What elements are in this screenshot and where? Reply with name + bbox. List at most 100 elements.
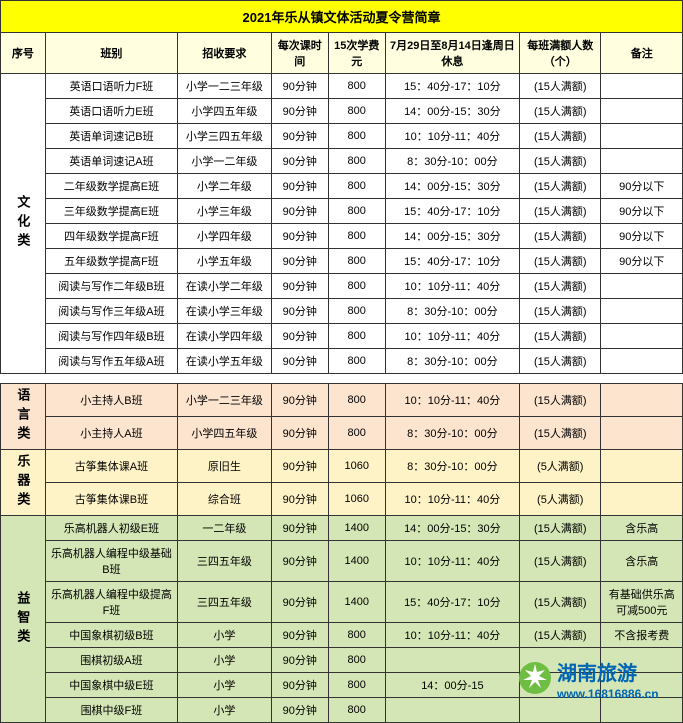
table-row: 英语单词速记B班小学三四五年级90分钟80010：10分-11：40分(15人满…: [1, 124, 683, 149]
cell-req: 小学一二三年级: [178, 74, 272, 99]
cell-fee: 800: [328, 199, 385, 224]
cell-dur: 90分钟: [271, 224, 328, 249]
cell-time: 10：10分-11：40分: [385, 324, 519, 349]
table-row: 五年级数学提高F班小学五年级90分钟80015：40分-17：10分(15人满额…: [1, 249, 683, 274]
cell-req: 一二年级: [178, 516, 272, 541]
cell-note: 90分以下: [601, 224, 683, 249]
cell-dur: 90分钟: [271, 582, 328, 623]
cell-dur: 90分钟: [271, 274, 328, 299]
cell-cap: (15人满额): [520, 417, 601, 450]
cell-time: 10：10分-11：40分: [385, 623, 519, 648]
table-row: 四年级数学提高F班小学四年级90分钟80014：00分-15：30分(15人满额…: [1, 224, 683, 249]
cell-fee: 800: [328, 349, 385, 374]
cell-cap: (15人满额): [520, 274, 601, 299]
cell-req: 小学一二三年级: [178, 384, 272, 417]
table-row: 乐高机器人编程中级提高F班三四五年级90分钟140015：40分-17：10分(…: [1, 582, 683, 623]
cell-fee: 800: [328, 249, 385, 274]
cell-time: 15：40分-17：10分: [385, 249, 519, 274]
table-row: 古筝集体课B班综合班90分钟106010：10分-11：40分(5人满额): [1, 483, 683, 516]
cell-class: 古筝集体课A班: [45, 450, 177, 483]
cell-time: 14：00分-15: [385, 673, 519, 698]
hdr-time: 7月29日至8月14日逢周日休息: [385, 33, 519, 74]
cell-note: 90分以下: [601, 199, 683, 224]
cell-class: 阅读与写作三年级A班: [45, 299, 177, 324]
cell-dur: 90分钟: [271, 673, 328, 698]
hdr-class: 班别: [45, 33, 177, 74]
cell-fee: 800: [328, 99, 385, 124]
cell-time: [385, 698, 519, 723]
cell-fee: 1060: [328, 450, 385, 483]
cell-cap: (15人满额): [520, 582, 601, 623]
cell-class: 小主持人B班: [45, 384, 177, 417]
cell-time: 10：10分-11：40分: [385, 541, 519, 582]
cell-dur: 90分钟: [271, 417, 328, 450]
cell-fee: 1400: [328, 516, 385, 541]
hdr-note: 备注: [601, 33, 683, 74]
cell-class: 英语单词速记A班: [45, 149, 177, 174]
cell-class: 阅读与写作五年级A班: [45, 349, 177, 374]
cell-class: 围棋初级A班: [45, 648, 177, 673]
category-cell: 文化类: [1, 74, 46, 374]
table-row: 英语口语听力E班小学四五年级90分钟80014：00分-15：30分(15人满额…: [1, 99, 683, 124]
cell-dur: 90分钟: [271, 74, 328, 99]
cell-fee: 800: [328, 274, 385, 299]
cell-note: 不含报考费: [601, 623, 683, 648]
cell-cap: (15人满额): [520, 199, 601, 224]
cell-req: 小学: [178, 673, 272, 698]
cell-class: 阅读与写作二年级B班: [45, 274, 177, 299]
cell-note: [601, 149, 683, 174]
cell-class: 英语口语听力F班: [45, 74, 177, 99]
cell-req: 小学: [178, 648, 272, 673]
cell-req: 在读小学四年级: [178, 324, 272, 349]
cell-note: 90分以下: [601, 249, 683, 274]
cell-note: [601, 324, 683, 349]
table-row: 乐器类古筝集体课A班原旧生90分钟10608：30分-10：00分(5人满额): [1, 450, 683, 483]
table-row: 小主持人A班小学四五年级90分钟8008：30分-10：00分(15人满额): [1, 417, 683, 450]
cell-fee: 800: [328, 224, 385, 249]
cell-cap: (15人满额): [520, 224, 601, 249]
cell-dur: 90分钟: [271, 199, 328, 224]
cell-time: 10：10分-11：40分: [385, 483, 519, 516]
cell-class: 四年级数学提高F班: [45, 224, 177, 249]
schedule-table: 2021年乐从镇文体活动夏令营简章 序号 班别 招收要求 每次课时间 15次学费…: [0, 0, 683, 723]
cell-note: [601, 384, 683, 417]
table-row: 乐高机器人编程中级基础B班三四五年级90分钟140010：10分-11：40分(…: [1, 541, 683, 582]
cell-fee: 800: [328, 124, 385, 149]
cell-class: 三年级数学提高E班: [45, 199, 177, 224]
cell-req: 小学三四五年级: [178, 124, 272, 149]
cell-dur: 90分钟: [271, 124, 328, 149]
cell-note: [601, 124, 683, 149]
cell-class: 乐高机器人编程中级基础B班: [45, 541, 177, 582]
page-title: 2021年乐从镇文体活动夏令营简章: [1, 1, 683, 33]
cell-dur: 90分钟: [271, 648, 328, 673]
cell-time: 8：30分-10：00分: [385, 450, 519, 483]
cell-req: 小学四五年级: [178, 417, 272, 450]
cell-cap: (15人满额): [520, 74, 601, 99]
site-logo: 湖南旅游 www.16816886.cn: [513, 650, 673, 713]
hdr-req: 招收要求: [178, 33, 272, 74]
cell-time: 8：30分-10：00分: [385, 299, 519, 324]
cell-note: [601, 450, 683, 483]
table-row: 阅读与写作四年级B班在读小学四年级90分钟80010：10分-11：40分(15…: [1, 324, 683, 349]
category-cell: 语言类: [1, 384, 46, 450]
cell-req: 小学二年级: [178, 174, 272, 199]
cell-note: [601, 99, 683, 124]
cell-note: [601, 483, 683, 516]
cell-req: 原旧生: [178, 450, 272, 483]
cell-time: [385, 648, 519, 673]
cell-fee: 1060: [328, 483, 385, 516]
cell-dur: 90分钟: [271, 450, 328, 483]
cell-note: 90分以下: [601, 174, 683, 199]
cell-class: 围棋中级F班: [45, 698, 177, 723]
cell-class: 乐高机器人初级E班: [45, 516, 177, 541]
cell-time: 14：00分-15：30分: [385, 224, 519, 249]
cell-time: 8：30分-10：00分: [385, 349, 519, 374]
cell-dur: 90分钟: [271, 541, 328, 582]
cell-cap: (15人满额): [520, 174, 601, 199]
cell-cap: (15人满额): [520, 324, 601, 349]
cell-req: 小学: [178, 623, 272, 648]
svg-text:www.16816886.cn: www.16816886.cn: [556, 687, 659, 701]
cell-req: 三四五年级: [178, 541, 272, 582]
cell-note: [601, 274, 683, 299]
cell-time: 8：30分-10：00分: [385, 149, 519, 174]
